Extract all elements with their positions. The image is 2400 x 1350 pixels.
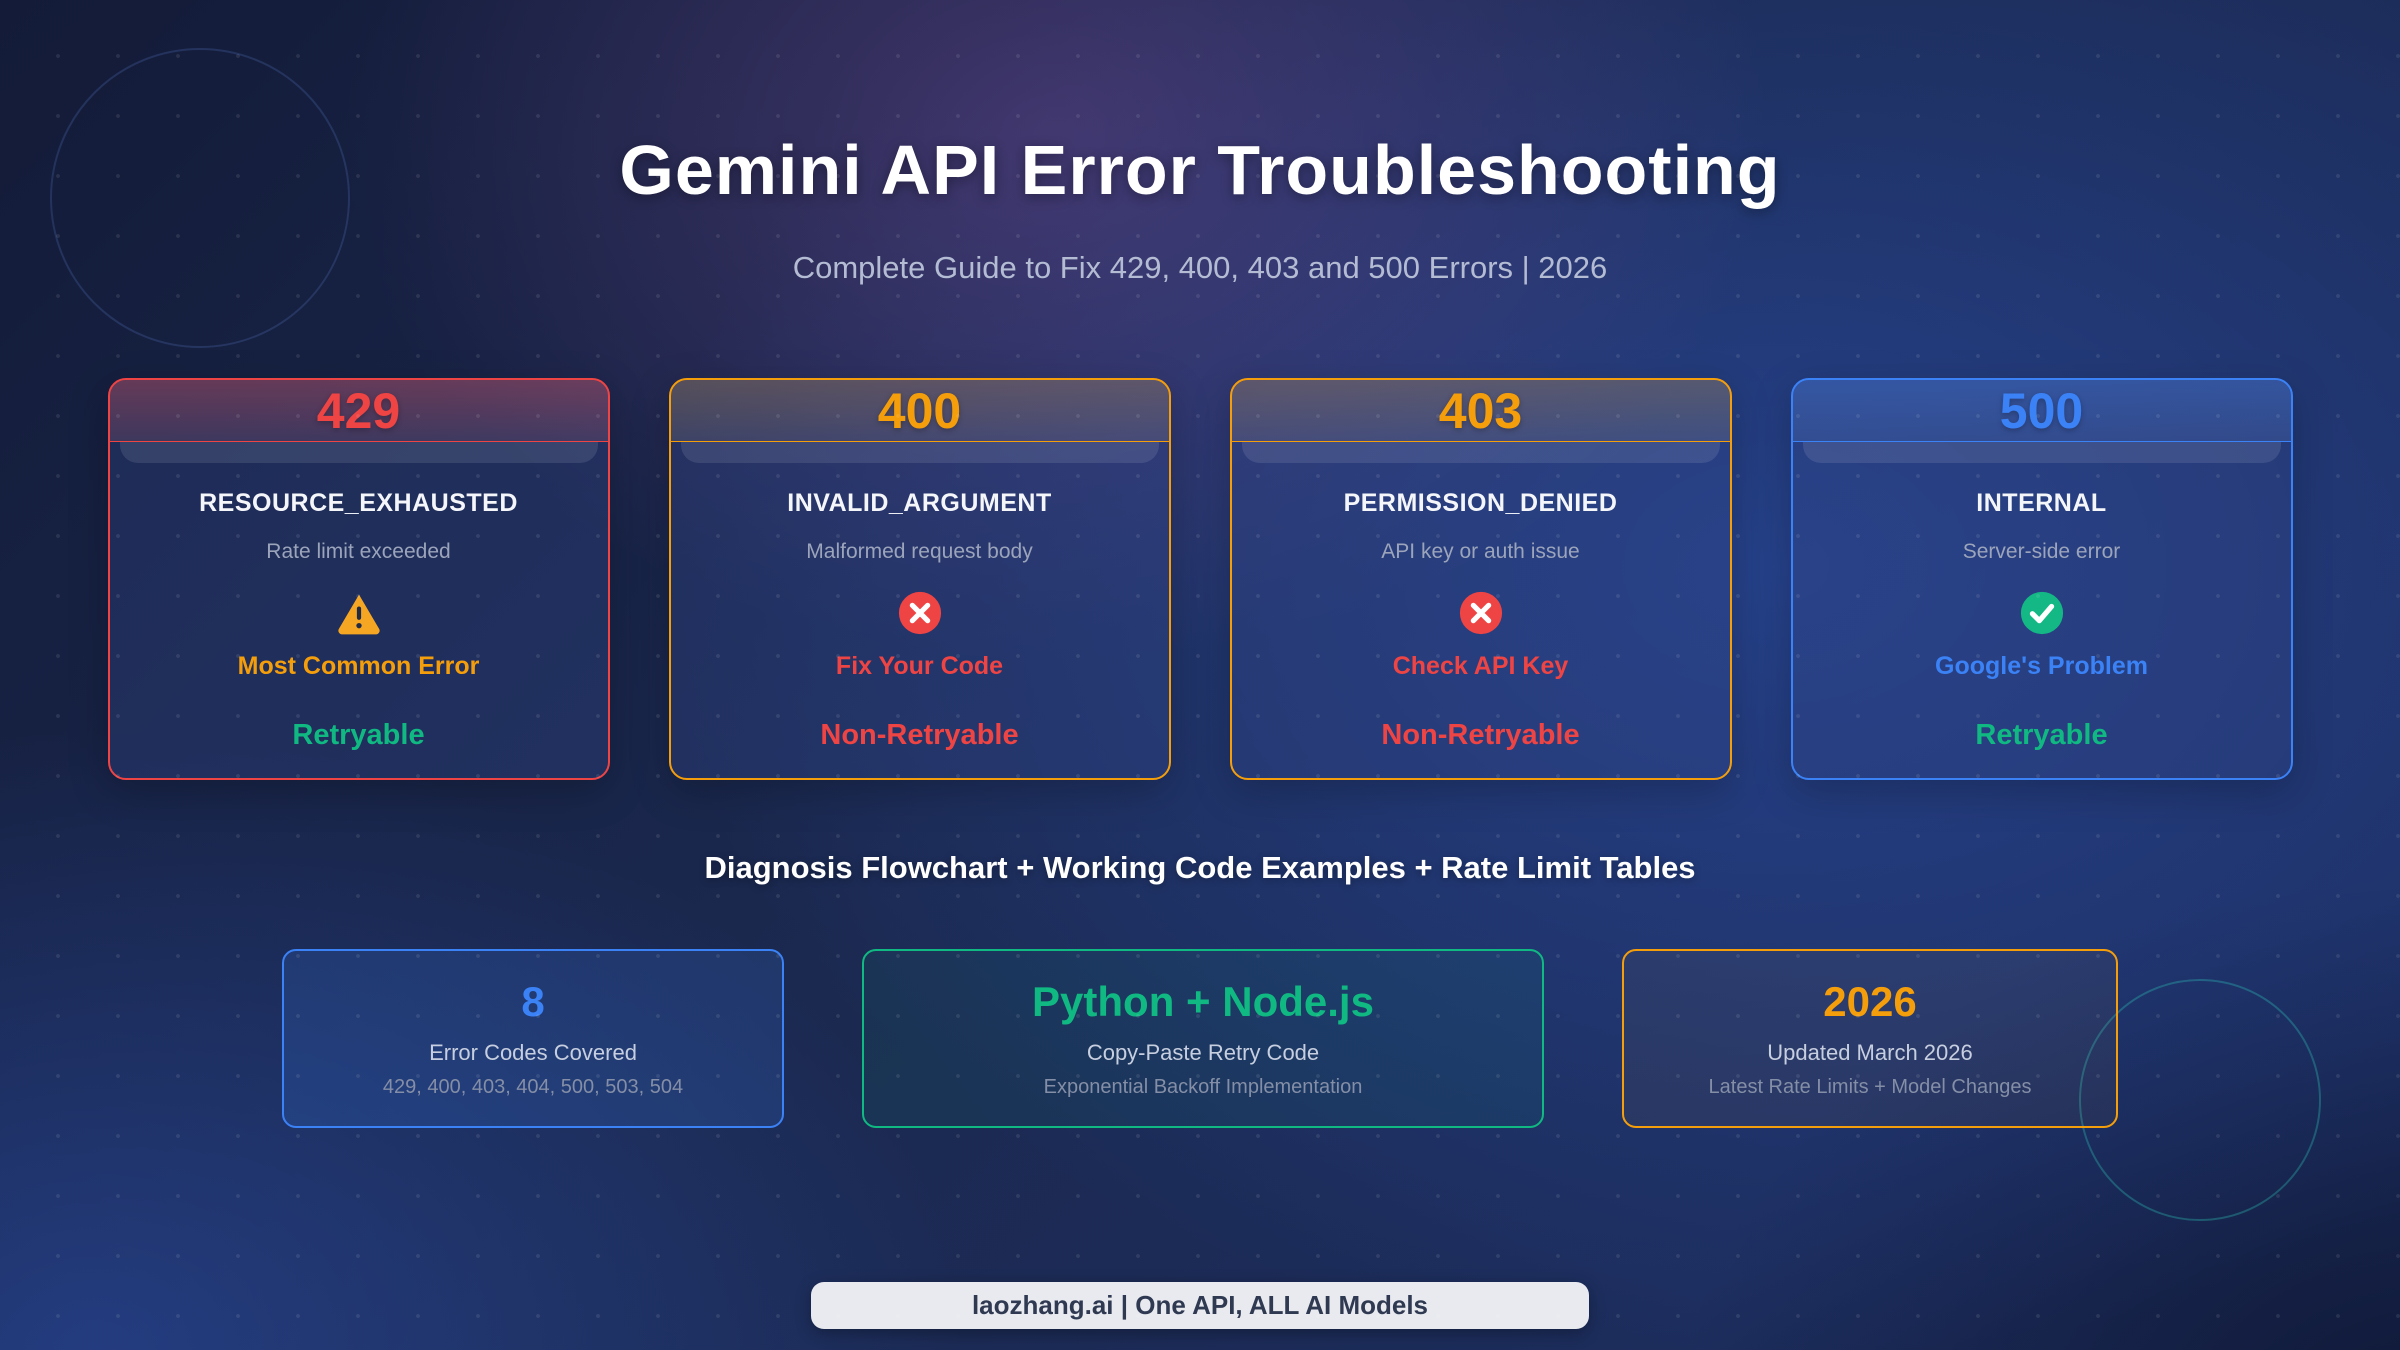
error-description: Server-side error bbox=[1962, 540, 2121, 563]
stat-sublabel: 429, 400, 403, 404, 500, 503, 504 bbox=[382, 1076, 684, 1098]
x-circle-icon bbox=[897, 590, 943, 636]
page-title: Gemini API Error Troubleshooting bbox=[619, 131, 1781, 209]
retry-status: Retryable bbox=[292, 719, 425, 751]
card-body: INTERNAL Server-side error Google's Prob… bbox=[1793, 463, 2291, 752]
error-code: 500 bbox=[1999, 382, 2084, 439]
card-tagline: Check API Key bbox=[1392, 652, 1569, 680]
error-card-403: 403 PERMISSION_DENIED API key or auth is… bbox=[1229, 378, 1732, 780]
x-circle-icon bbox=[1458, 590, 1504, 636]
stat-boxes-row: 8 Error Codes Covered 429, 400, 403, 404… bbox=[0, 949, 2400, 1128]
card-tagline: Fix Your Code bbox=[835, 652, 1004, 680]
error-name: INTERNAL bbox=[1976, 489, 2107, 517]
card-tagline: Google's Problem bbox=[1935, 652, 2148, 680]
error-description: API key or auth issue bbox=[1381, 540, 1580, 563]
error-description: Malformed request body bbox=[806, 540, 1033, 563]
stat-sublabel: Exponential Backoff Implementation bbox=[1043, 1076, 1363, 1098]
stat-sublabel: Latest Rate Limits + Model Changes bbox=[1708, 1076, 2032, 1098]
section-heading: Diagnosis Flowchart + Working Code Examp… bbox=[704, 850, 1696, 885]
stat-box-error-codes: 8 Error Codes Covered 429, 400, 403, 404… bbox=[282, 949, 784, 1128]
footer-brand-badge: laozhang.ai | One API, ALL AI Models bbox=[811, 1282, 1589, 1329]
decorative-circle-top-left bbox=[50, 48, 350, 348]
decorative-circle-bottom-right bbox=[2079, 979, 2321, 1221]
error-card-429: 429 RESOURCE_EXHAUSTED Rate limit exceed… bbox=[107, 378, 610, 780]
stat-value: 8 bbox=[521, 978, 545, 1025]
error-cards-row: 429 RESOURCE_EXHAUSTED Rate limit exceed… bbox=[0, 378, 2400, 780]
stat-label: Copy-Paste Retry Code bbox=[1086, 1040, 1320, 1065]
card-header: 500 bbox=[1792, 380, 2291, 442]
card-body: INVALID_ARGUMENT Malformed request body … bbox=[671, 463, 1169, 752]
stat-label: Updated March 2026 bbox=[1767, 1040, 1973, 1065]
stat-box-updated: 2026 Updated March 2026 Latest Rate Limi… bbox=[1622, 949, 2118, 1128]
card-header: 403 bbox=[1231, 380, 1730, 442]
warning-triangle-icon bbox=[336, 590, 382, 636]
error-card-500: 500 INTERNAL Server-side error Google's … bbox=[1790, 378, 2293, 780]
error-code: 403 bbox=[1438, 382, 1523, 439]
error-code: 429 bbox=[316, 382, 401, 439]
error-card-400: 400 INVALID_ARGUMENT Malformed request b… bbox=[668, 378, 1171, 780]
card-header: 429 bbox=[109, 380, 608, 442]
card-header-glass bbox=[1802, 442, 2281, 463]
error-name: INVALID_ARGUMENT bbox=[787, 489, 1052, 517]
card-body: PERMISSION_DENIED API key or auth issue … bbox=[1232, 463, 1730, 752]
stat-box-languages: Python + Node.js Copy-Paste Retry Code E… bbox=[862, 949, 1544, 1128]
retry-status: Non-Retryable bbox=[820, 719, 1019, 751]
stat-value: Python + Node.js bbox=[1032, 978, 1374, 1025]
card-tagline: Most Common Error bbox=[237, 652, 480, 680]
card-header-glass bbox=[1241, 442, 1720, 463]
stat-label: Error Codes Covered bbox=[429, 1040, 637, 1065]
stat-value: 2026 bbox=[1823, 978, 1917, 1025]
card-header-glass bbox=[680, 442, 1159, 463]
error-name: PERMISSION_DENIED bbox=[1343, 489, 1618, 517]
error-name: RESOURCE_EXHAUSTED bbox=[199, 489, 518, 517]
retry-status: Non-Retryable bbox=[1381, 719, 1580, 751]
page-subtitle: Complete Guide to Fix 429, 400, 403 and … bbox=[792, 250, 1608, 285]
check-circle-icon bbox=[2019, 590, 2065, 636]
error-description: Rate limit exceeded bbox=[266, 540, 451, 563]
card-header-glass bbox=[119, 442, 598, 463]
error-code: 400 bbox=[877, 382, 962, 439]
card-header: 400 bbox=[670, 380, 1169, 442]
retry-status: Retryable bbox=[1975, 719, 2108, 751]
card-body: RESOURCE_EXHAUSTED Rate limit exceeded M… bbox=[110, 463, 608, 752]
